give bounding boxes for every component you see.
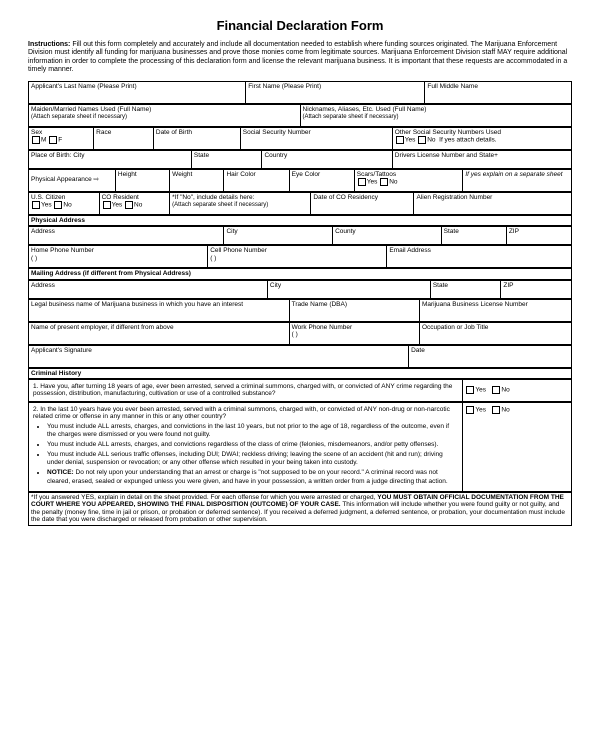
scars-field[interactable]: Scars/Tattoos Yes No (354, 169, 463, 191)
instructions-text: Fill out this form completely and accura… (28, 41, 567, 73)
sex-field[interactable]: Sex M F (29, 127, 94, 149)
email-field[interactable]: Email Address (387, 246, 572, 268)
other-ssn-yes-checkbox[interactable] (396, 136, 404, 144)
cell-phone-field[interactable]: Cell Phone Number( ) (208, 246, 387, 268)
nicknames-field[interactable]: Nicknames, Aliases, Etc. Used (Full Name… (300, 104, 572, 126)
business-section: Legal business name of Marijuana busines… (28, 299, 572, 322)
page-title: Financial Declaration Form (28, 18, 572, 33)
q1-no-checkbox[interactable] (492, 386, 500, 394)
q1-answer[interactable]: Yes No (463, 379, 572, 401)
legal-biz-field[interactable]: Legal business name of Marijuana busines… (29, 299, 290, 321)
sex-m-checkbox[interactable] (32, 136, 40, 144)
race-field[interactable]: Race (94, 127, 154, 149)
first-name-field[interactable]: First Name (Please Print) (246, 81, 425, 103)
mail-city-field[interactable]: City (267, 280, 430, 298)
mail-state-field[interactable]: State (430, 280, 501, 298)
middle-name-field[interactable]: Full Middle Name (425, 81, 572, 103)
coresident-yes-checkbox[interactable] (103, 201, 111, 209)
scars-no-checkbox[interactable] (380, 178, 388, 186)
citizenship-section: U.S. Citizen Yes No CO Resident Yes No *… (28, 192, 572, 215)
instructions-label: Instructions: (28, 41, 70, 48)
if-no-details-field[interactable]: *If "No", include details here:(Attach s… (170, 192, 311, 214)
pob-state-field[interactable]: State (191, 150, 262, 168)
signature-field[interactable]: Applicant's Signature (29, 345, 409, 367)
bullet-1: You must include ALL arrests, charges, a… (47, 423, 458, 439)
phys-addr-header: Physical Address (28, 215, 572, 226)
pob-country-field[interactable]: Country (262, 150, 392, 168)
co-resident-field[interactable]: CO Resident Yes No (99, 192, 170, 214)
alias-section: Maiden/Married Names Used (Full Name)(At… (28, 104, 572, 127)
scars-explain: If yes explain on a separate sheet (463, 169, 572, 191)
crim-q1: 1. Have you, after turning 18 years of a… (28, 379, 572, 402)
q2-yes-checkbox[interactable] (466, 406, 474, 414)
birthplace-section: Place of Birth: City State Country Drive… (28, 150, 572, 169)
pob-city-field[interactable]: Place of Birth: City (29, 150, 192, 168)
footnote-section: *If you answered YES, explain in detail … (28, 492, 572, 526)
footnote-text: *If you answered YES, explain in detail … (29, 492, 572, 525)
trade-name-field[interactable]: Trade Name (DBA) (289, 299, 419, 321)
q2-answer[interactable]: Yes No (463, 402, 572, 491)
name-section: Applicant's Last Name (Please Print) Fir… (28, 81, 572, 104)
scars-yes-checkbox[interactable] (358, 178, 366, 186)
co-residency-date-field[interactable]: Date of CO Residency (311, 192, 414, 214)
dl-field[interactable]: Drivers License Number and State+ (392, 150, 571, 168)
weight-field[interactable]: Weight (170, 169, 224, 191)
sex-f-checkbox[interactable] (49, 136, 57, 144)
citizen-yes-checkbox[interactable] (32, 201, 40, 209)
bullet-3: You must include ALL serious traffic off… (47, 451, 458, 467)
crim-q2: 2. In the last 10 years have you ever be… (28, 402, 572, 492)
instructions: Instructions: Fill out this form complet… (28, 41, 572, 75)
home-phone-field[interactable]: Home Phone Number( ) (29, 246, 208, 268)
work-phone-field[interactable]: Work Phone Number( ) (289, 322, 419, 344)
city-field[interactable]: City (224, 227, 333, 245)
state-field[interactable]: State (441, 227, 506, 245)
mail-zip-field[interactable]: ZIP (501, 280, 572, 298)
employer-section: Name of present employer, if different f… (28, 322, 572, 345)
date-field[interactable]: Date (409, 345, 572, 367)
ssn-field[interactable]: Social Security Number (240, 127, 392, 149)
appearance-section: Physical Appearance ⇨ Height Weight Hair… (28, 169, 572, 192)
phone-section: Home Phone Number( ) Cell Phone Number( … (28, 245, 572, 268)
us-citizen-field[interactable]: U.S. Citizen Yes No (29, 192, 100, 214)
other-ssn-field[interactable]: Other Social Security Numbers Used Yes N… (392, 127, 571, 149)
mail-addr-header: Mailing Address (if different from Physi… (28, 268, 572, 279)
phys-addr-section: Address City County State ZIP (28, 226, 572, 245)
demographics-section: Sex M F Race Date of Birth Social Securi… (28, 127, 572, 150)
phys-app-label: Physical Appearance ⇨ (29, 169, 116, 191)
crim-hist-header: Criminal History (28, 368, 572, 379)
mail-address-field[interactable]: Address (29, 280, 268, 298)
mail-addr-section: Address City State ZIP (28, 280, 572, 299)
occupation-field[interactable]: Occupation or Job Title (419, 322, 571, 344)
q1-yes-checkbox[interactable] (466, 386, 474, 394)
employer-field[interactable]: Name of present employer, if different f… (29, 322, 290, 344)
last-name-field[interactable]: Applicant's Last Name (Please Print) (29, 81, 246, 103)
bullet-2: You must include ALL arrests, charges, a… (47, 441, 458, 449)
other-ssn-no-checkbox[interactable] (418, 136, 426, 144)
zip-field[interactable]: ZIP (506, 227, 571, 245)
alien-reg-field[interactable]: Alien Registration Number (414, 192, 572, 214)
county-field[interactable]: County (333, 227, 442, 245)
eye-field[interactable]: Eye Color (289, 169, 354, 191)
citizen-no-checkbox[interactable] (54, 201, 62, 209)
q2-text: 2. In the last 10 years have you ever be… (29, 402, 463, 491)
mj-license-field[interactable]: Marijuana Business License Number (419, 299, 571, 321)
coresident-no-checkbox[interactable] (125, 201, 133, 209)
signature-section: Applicant's Signature Date (28, 345, 572, 368)
q1-text: 1. Have you, after turning 18 years of a… (29, 379, 463, 401)
height-field[interactable]: Height (115, 169, 169, 191)
hair-field[interactable]: Hair Color (224, 169, 289, 191)
q2-no-checkbox[interactable] (492, 406, 500, 414)
q2-bullets: You must include ALL arrests, charges, a… (33, 423, 458, 486)
bullet-4: NOTICE: Do not rely upon your understand… (47, 469, 458, 485)
maiden-field[interactable]: Maiden/Married Names Used (Full Name)(At… (29, 104, 301, 126)
address-field[interactable]: Address (29, 227, 224, 245)
dob-field[interactable]: Date of Birth (153, 127, 240, 149)
